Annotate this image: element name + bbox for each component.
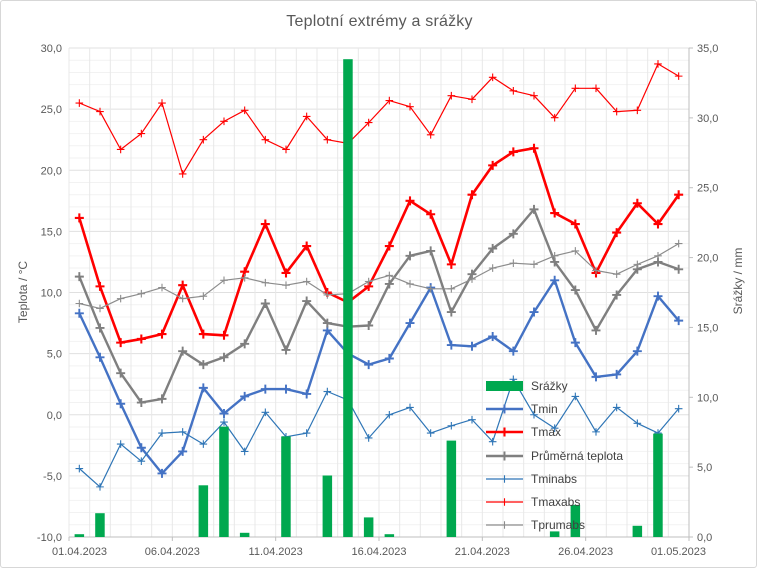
legend-line-swatch	[486, 427, 523, 437]
legend-item-tminabs[interactable]: Tminabs	[485, 467, 623, 490]
legend-label: Tmin	[531, 401, 558, 416]
legend-line-swatch	[486, 404, 523, 414]
right-axis-tick-label: 30,0	[697, 113, 718, 125]
x-axis-tick-label: 26.04.2023	[558, 546, 613, 558]
legend[interactable]: Srážky Tmin Tmax Průměrná teplota Tminabs Tma…	[485, 374, 623, 537]
left-axis-tick-label: 0,0	[47, 410, 62, 422]
left-axis-tick-label: -10,0	[37, 532, 62, 544]
bar	[570, 504, 581, 537]
left-axis-title: Teplota / °C	[16, 260, 30, 324]
legend-line-swatch	[486, 451, 523, 461]
left-axis-tick-label: 25,0	[41, 104, 62, 116]
legend-line-swatch	[486, 521, 523, 530]
right-axis-tick-label: 25,0	[697, 183, 718, 195]
legend-item-tmax[interactable]: Tmax	[485, 421, 623, 444]
bar	[74, 534, 85, 537]
legend-label: Průměrná teplota	[531, 448, 624, 463]
right-axis-tick-label: 15,0	[697, 322, 718, 334]
bar	[322, 475, 333, 537]
x-axis-tick-label: 01.05.2023	[651, 546, 706, 558]
series-sr-ky-bars	[74, 59, 663, 537]
left-axis-tick-label: 20,0	[41, 165, 62, 177]
legend-line-swatch	[486, 498, 523, 506]
bar	[281, 436, 291, 537]
series-pr-m-rn-teplota-line	[74, 204, 684, 408]
x-axis-tick-label: 06.04.2023	[145, 546, 200, 558]
legend-item-sr-ky[interactable]: Srážky	[485, 374, 623, 397]
bar	[239, 532, 250, 537]
bar	[653, 433, 663, 537]
x-axis-tick-label: 01.04.2023	[52, 546, 107, 558]
legend-label: Tminabs	[531, 471, 578, 486]
series-tmin-line	[74, 275, 684, 478]
legend-line-swatch	[486, 475, 523, 483]
series-tminabs-line	[75, 375, 683, 491]
x-axis-tick-label: 21.04.2023	[455, 546, 510, 558]
bar	[343, 59, 353, 537]
right-axis-tick-label: 10,0	[697, 392, 718, 404]
legend-label: Tprumabs	[531, 518, 586, 533]
bar	[384, 534, 395, 537]
bar	[219, 426, 229, 537]
chart-title: Teplotní extrémy a srážky	[286, 13, 473, 30]
left-axis-tick-label: 15,0	[41, 226, 62, 238]
legend-item-pr-m-rn-teplota[interactable]: Průměrná teplota	[485, 444, 623, 467]
legend-label: Srážky	[531, 378, 568, 393]
bar	[363, 517, 374, 537]
left-axis-tick-label: 5,0	[47, 349, 62, 361]
left-axis-tick-label: -5,0	[43, 471, 62, 483]
right-axis-tick-label: 35,0	[697, 43, 718, 55]
left-axis-tick-label: 30,0	[41, 43, 62, 55]
x-axis-tick-label: 11.04.2023	[249, 546, 303, 558]
axes	[68, 47, 693, 541]
axis-labels: 30,0 25,0 20,0 15,0 10,0 5,0 0,0 -5,0 -10,0 35,0 3…	[37, 43, 719, 558]
legend-item-tmin[interactable]: Tmin	[485, 397, 623, 420]
x-axis-tick-label: 16.04.2023	[351, 546, 406, 558]
bar	[198, 485, 209, 537]
series-tmaxabs-line	[75, 60, 683, 178]
legend-bar-swatch	[486, 380, 523, 391]
gridlines	[68, 47, 690, 538]
bar	[549, 531, 560, 537]
right-axis-title: Srážky / mm	[731, 247, 745, 315]
legend-label: Tmax	[531, 425, 561, 440]
bar	[446, 440, 457, 537]
left-axis-tick-label: 10,0	[41, 288, 62, 300]
bar	[632, 525, 643, 537]
right-axis-tick-label: 0,0	[697, 532, 712, 544]
series-tprumabs-line	[75, 239, 683, 313]
right-axis-tick-label: 5,0	[697, 462, 712, 474]
legend-item-tmaxabs[interactable]: Tmaxabs	[485, 490, 623, 513]
right-axis-tick-label: 20,0	[697, 253, 718, 265]
bar	[95, 513, 105, 537]
legend-label: Tmaxabs	[531, 495, 581, 510]
legend-item-tprumabs[interactable]: Tprumabs	[485, 514, 623, 537]
